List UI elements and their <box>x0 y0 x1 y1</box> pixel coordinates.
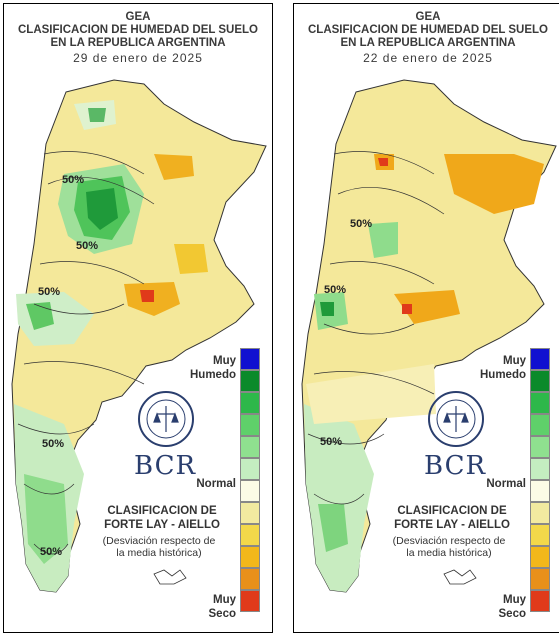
classification-line-2: FORTE LAY - AIELLO <box>104 519 220 531</box>
scale-label-very: Muy <box>213 594 236 606</box>
header-subtitle-1: CLASIFICACION DE HUMEDAD DEL SUELO <box>307 24 549 36</box>
deviation-line-1: (Desviación respecto de <box>392 535 506 547</box>
scale-swatch <box>240 524 260 546</box>
color-scale <box>530 348 550 612</box>
scale-swatch <box>530 348 550 370</box>
contour-label: 50% <box>38 286 61 298</box>
scale-label-normal: Normal <box>486 478 526 490</box>
bcr-seal-icon <box>138 391 194 447</box>
scale-swatch <box>530 392 550 414</box>
scale-label-very: Muy <box>213 355 236 367</box>
scale-swatch <box>240 370 260 392</box>
contour-label: 50% <box>324 284 347 296</box>
scale-swatch <box>530 568 550 590</box>
scale-swatch <box>240 436 260 458</box>
contour-label: 50% <box>320 436 343 448</box>
bcr-logo: BCR <box>424 451 487 481</box>
deviation-line-2: la media histórica) <box>116 547 202 559</box>
header-subtitle-1: CLASIFICACION DE HUMEDAD DEL SUELO <box>17 24 259 36</box>
header-date: 29 de enero de 2025 <box>73 51 203 65</box>
deviation-line-2: la media histórica) <box>406 547 492 559</box>
map-panel-jan22: GEA CLASIFICACION DE HUMEDAD DEL SUELO E… <box>293 3 559 633</box>
scale-swatch <box>530 502 550 524</box>
scale-swatch <box>530 546 550 568</box>
argentina-soil-moisture-map <box>11 79 267 593</box>
scale-swatch <box>240 568 260 590</box>
scale-swatch <box>240 414 260 436</box>
contour-label: 50% <box>42 438 65 450</box>
scale-swatch <box>240 480 260 502</box>
scale-label-humid: Humedo <box>480 369 526 381</box>
classification-line-2: FORTE LAY - AIELLO <box>394 519 510 531</box>
scale-label-dry: Seco <box>208 608 237 620</box>
scale-swatch <box>240 348 260 370</box>
header-subtitle-2: EN LA REPUBLICA ARGENTINA <box>340 37 516 49</box>
bcr-seal-icon <box>428 391 484 447</box>
header-subtitle-2: EN LA REPUBLICA ARGENTINA <box>50 37 226 49</box>
scale-swatch <box>530 414 550 436</box>
contour-label: 50% <box>76 240 99 252</box>
scale-swatch <box>530 370 550 392</box>
scale-swatch <box>240 502 260 524</box>
malvinas-islands <box>153 569 187 585</box>
scale-swatch <box>240 546 260 568</box>
color-scale <box>240 348 260 612</box>
scale-swatch <box>240 392 260 414</box>
contour-label: 50% <box>62 174 85 186</box>
scale-label-very: Muy <box>503 594 526 606</box>
scale-label-normal: Normal <box>196 478 236 490</box>
scale-label-humid: Humedo <box>190 369 236 381</box>
contour-label: 50% <box>40 546 63 558</box>
header-title: GEA <box>125 11 151 23</box>
bcr-logo: BCR <box>134 451 197 481</box>
scale-swatch <box>240 590 260 612</box>
classification-line-1: CLASIFICACION DE <box>107 505 217 517</box>
classification-line-1: CLASIFICACION DE <box>397 505 507 517</box>
scale-swatch <box>240 458 260 480</box>
contour-label: 50% <box>350 218 373 230</box>
scale-swatch <box>530 458 550 480</box>
malvinas-islands <box>443 569 477 585</box>
scale-label-very: Muy <box>503 355 526 367</box>
scale-swatch <box>530 524 550 546</box>
header-title: GEA <box>415 11 441 23</box>
argentina-soil-moisture-map <box>301 79 557 593</box>
scale-label-dry: Seco <box>498 608 527 620</box>
scale-swatch <box>530 480 550 502</box>
deviation-line-1: (Desviación respecto de <box>102 535 216 547</box>
scale-swatch <box>530 590 550 612</box>
map-panel-jan29: GEA CLASIFICACION DE HUMEDAD DEL SUELO E… <box>3 3 273 633</box>
header-date: 22 de enero de 2025 <box>363 51 493 65</box>
scale-swatch <box>530 436 550 458</box>
